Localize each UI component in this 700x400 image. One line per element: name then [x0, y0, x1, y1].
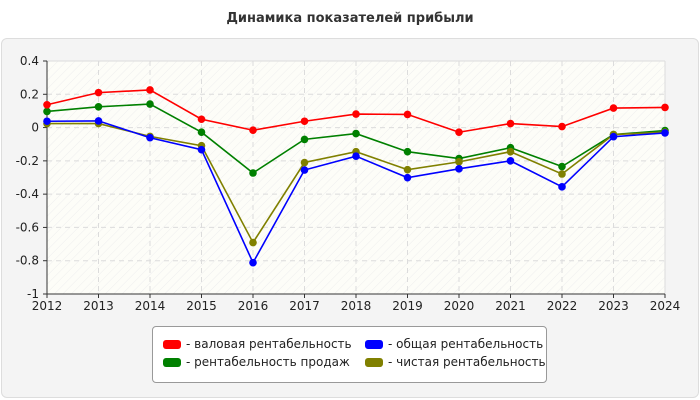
x-tick-label: 2022: [547, 299, 578, 313]
legend-label: - валовая рентабельность: [186, 337, 352, 351]
x-tick-label: 2018: [341, 299, 372, 313]
data-point: [146, 133, 154, 142]
legend-item-gross: - валовая рентабельность: [163, 337, 352, 351]
data-point: [455, 128, 463, 137]
data-point: [506, 157, 515, 165]
legend-swatch: [163, 339, 181, 349]
data-point: [249, 126, 257, 135]
legend-label: - общая рентабельность: [388, 337, 544, 351]
data-point: [403, 173, 412, 182]
data-point: [403, 165, 412, 174]
x-tick-label: 2012: [32, 299, 63, 313]
data-point: [661, 103, 669, 112]
x-tick-label: 2024: [650, 299, 681, 313]
x-tick-label: 2019: [392, 299, 423, 313]
x-tick-label: 2020: [444, 299, 475, 313]
data-point: [300, 166, 309, 174]
data-point: [455, 158, 463, 166]
legend-swatch: [365, 339, 383, 349]
legend-item-net: - чистая рентабельность: [365, 355, 546, 369]
data-point: [94, 88, 103, 97]
data-point: [43, 100, 51, 109]
y-tick-label: -1: [27, 287, 39, 301]
data-point: [197, 145, 206, 154]
data-point: [94, 117, 103, 125]
data-point: [506, 147, 515, 156]
data-point: [94, 102, 103, 111]
data-point: [300, 158, 309, 167]
data-point: [609, 132, 618, 141]
y-tick-label: 0: [31, 121, 39, 135]
data-point: [249, 238, 257, 247]
y-tick-label: -0.2: [16, 154, 39, 168]
data-point: [506, 119, 515, 128]
x-tick-label: 2013: [83, 299, 114, 313]
x-tick-label: 2017: [289, 299, 320, 313]
data-point: [558, 162, 566, 171]
y-tick-label: -0.8: [16, 254, 39, 268]
data-point: [609, 104, 618, 112]
data-point: [249, 169, 257, 177]
x-tick-label: 2016: [238, 299, 269, 313]
legend-swatch: [163, 357, 181, 367]
x-tick-label: 2014: [135, 299, 166, 313]
legend-swatch: [365, 357, 383, 367]
y-tick-label: -0.6: [16, 220, 39, 234]
legend-item-total: - общая рентабельность: [365, 337, 543, 351]
data-point: [43, 117, 51, 126]
legend: - валовая рентабельность - общая рентабе…: [152, 326, 547, 383]
data-point: [300, 135, 309, 144]
legend-label: - чистая рентабельность: [388, 355, 546, 369]
data-point: [146, 86, 154, 94]
y-tick-label: -0.4: [16, 187, 39, 201]
data-point: [300, 117, 309, 126]
data-point: [661, 129, 669, 137]
data-point: [558, 183, 566, 191]
data-point: [43, 107, 51, 116]
data-point: [249, 258, 257, 267]
legend-label: - рентабельность продаж: [186, 355, 350, 369]
data-point: [403, 110, 412, 119]
chart-title: Динамика показателей прибыли: [226, 11, 474, 26]
data-point: [558, 170, 566, 178]
data-point: [558, 122, 566, 131]
data-point: [197, 128, 206, 137]
x-tick-label: 2023: [598, 299, 629, 313]
y-tick-label: 0.2: [20, 87, 39, 101]
data-point: [352, 152, 360, 160]
legend-item-sales: - рентабельность продаж: [163, 355, 350, 369]
x-tick-label: 2021: [495, 299, 526, 313]
data-point: [403, 147, 412, 156]
data-point: [197, 115, 206, 124]
data-point: [455, 165, 463, 173]
x-tick-label: 2015: [186, 299, 217, 313]
data-point: [146, 100, 154, 108]
data-point: [352, 129, 360, 138]
y-tick-label: 0.4: [20, 54, 39, 68]
data-point: [352, 110, 360, 118]
